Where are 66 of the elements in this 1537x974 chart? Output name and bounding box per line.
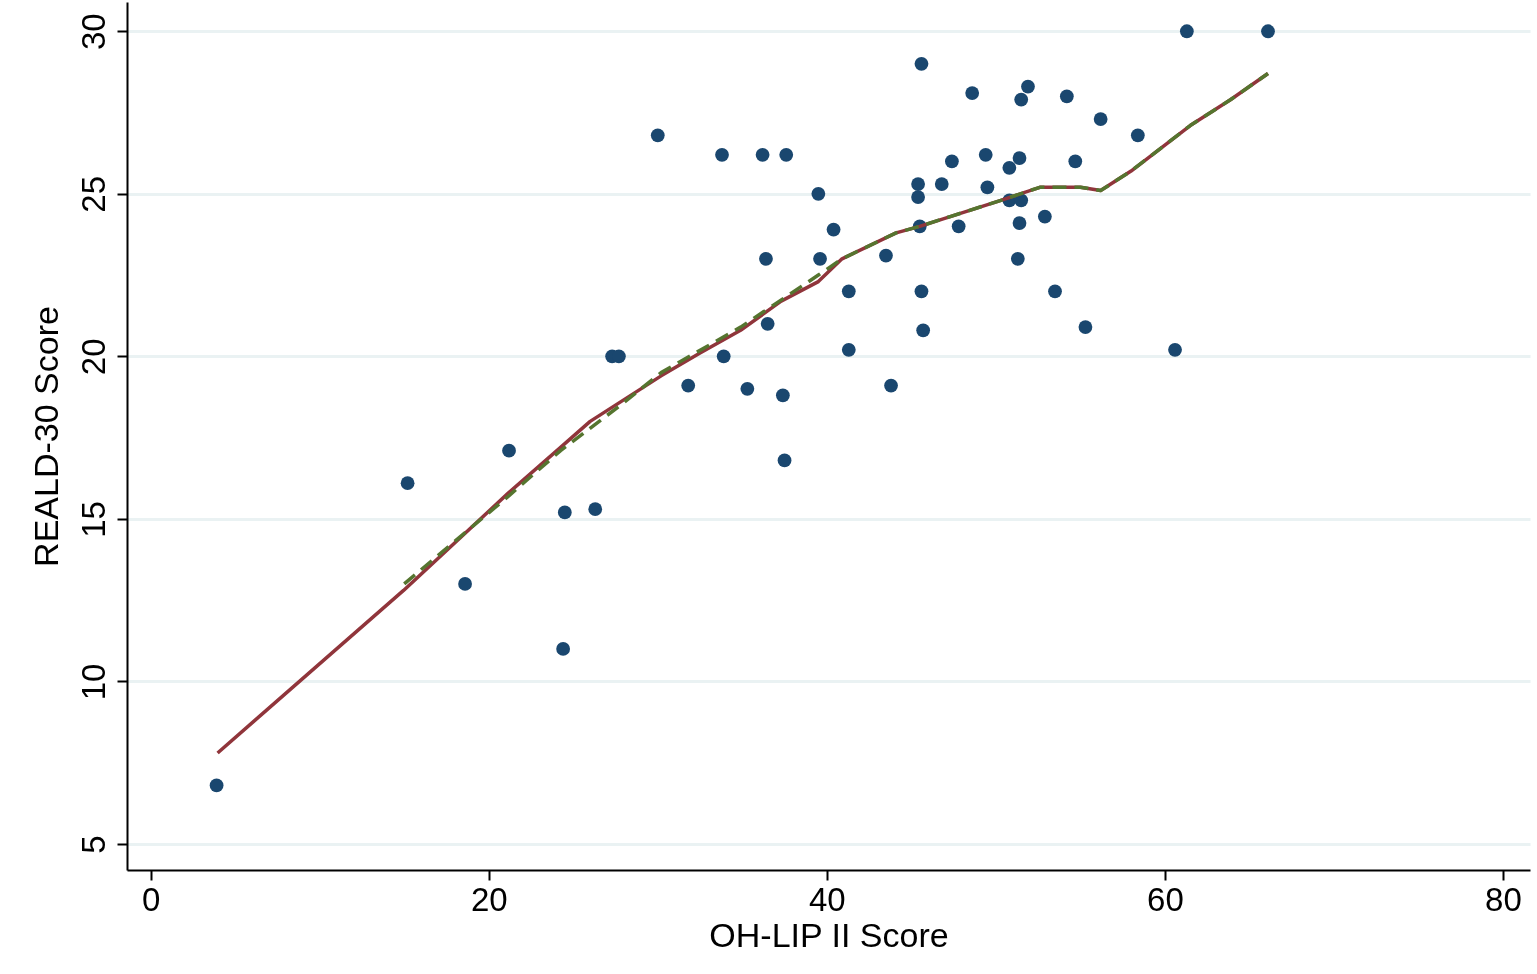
point <box>811 186 826 201</box>
point <box>556 642 571 656</box>
point <box>884 378 898 393</box>
point <box>1179 24 1194 39</box>
point <box>1010 251 1025 266</box>
point <box>775 388 790 403</box>
point <box>1078 320 1093 334</box>
point <box>841 342 856 357</box>
point <box>650 128 665 143</box>
point <box>826 222 841 237</box>
point <box>934 177 949 191</box>
point <box>755 147 770 162</box>
point <box>1012 151 1027 165</box>
point <box>759 251 773 266</box>
point <box>1014 92 1029 107</box>
point <box>1021 79 1035 94</box>
point <box>813 251 827 266</box>
y-tick-label: 25 <box>74 175 112 213</box>
point <box>681 378 696 393</box>
point <box>914 284 929 299</box>
y-tick-label: 20 <box>74 338 112 376</box>
x-tick-label: 80 <box>1485 880 1522 918</box>
point <box>1261 24 1275 39</box>
y-axis-title: REALD-30 Score <box>26 306 65 567</box>
point <box>715 147 729 162</box>
x-tick-label: 20 <box>470 880 508 918</box>
point <box>502 443 516 458</box>
point <box>980 180 995 195</box>
point <box>458 577 472 591</box>
point <box>1048 284 1062 299</box>
point <box>911 177 925 191</box>
x-tick-label: 40 <box>808 880 846 918</box>
y-tick-label: 15 <box>74 501 112 538</box>
point <box>916 323 931 338</box>
line-series <box>402 71 1270 586</box>
point <box>777 453 792 468</box>
point <box>209 778 224 793</box>
point <box>1130 128 1145 143</box>
point <box>557 505 572 520</box>
x-tick-label: 0 <box>141 880 161 918</box>
point <box>841 284 856 299</box>
point <box>740 381 755 396</box>
point <box>760 316 775 331</box>
point <box>965 86 980 100</box>
x-axis-title: OH-LIP II Score <box>709 915 949 954</box>
y-tick-label: 30 <box>74 13 112 51</box>
point <box>1002 160 1017 175</box>
x-tick-label: 60 <box>1147 880 1184 918</box>
point <box>1068 154 1083 169</box>
point <box>400 476 415 491</box>
point <box>716 349 731 364</box>
point <box>779 147 794 162</box>
point <box>1093 112 1108 126</box>
point <box>978 147 993 162</box>
point <box>951 219 966 234</box>
y-tick-label: 10 <box>74 663 112 701</box>
point <box>911 190 925 204</box>
point <box>1059 89 1074 104</box>
point <box>914 56 929 71</box>
point <box>945 154 959 169</box>
point <box>588 502 603 517</box>
point <box>1037 209 1052 224</box>
point <box>879 248 893 263</box>
point <box>1012 216 1027 230</box>
point <box>1168 342 1182 357</box>
y-tick-label: 5 <box>74 835 112 854</box>
